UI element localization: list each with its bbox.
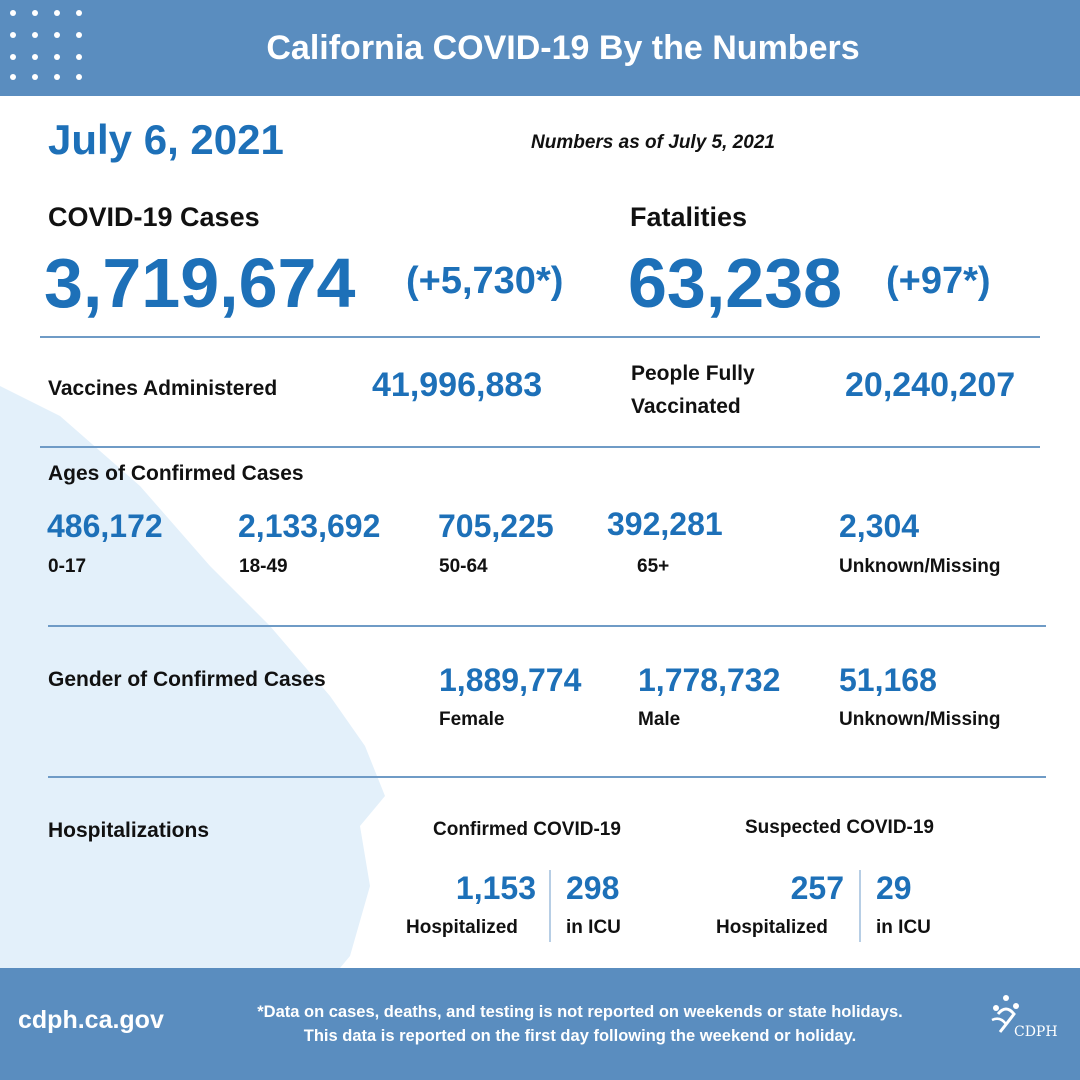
suspected-hospitalized-value: 257 <box>790 870 844 906</box>
logo-text: CDPH <box>1014 1024 1058 1040</box>
suspected-title: Suspected COVID-19 <box>745 817 934 838</box>
footer: cdph.ca.gov *Data on cases, deaths, and … <box>0 968 1080 1080</box>
divider <box>549 870 551 942</box>
website-link[interactable]: cdph.ca.gov <box>18 1006 164 1034</box>
age-65-plus-value: 392,281 <box>607 506 723 542</box>
gender-male-value: 1,778,732 <box>638 662 781 698</box>
ages-title: Ages of Confirmed Cases <box>48 462 304 485</box>
age-50-64-label: 50-64 <box>439 556 488 577</box>
cases-value: 3,719,674 <box>44 244 356 322</box>
confirmed-icu-value: 298 <box>566 870 620 906</box>
confirmed-icu-label: in ICU <box>566 917 621 938</box>
header-banner: California COVID-19 By the Numbers <box>0 0 1080 96</box>
age-50-64-value: 705,225 <box>438 508 554 544</box>
fully-vaccinated-value: 20,240,207 <box>845 366 1016 404</box>
gender-unknown-label: Unknown/Missing <box>839 709 1001 730</box>
age-18-49-value: 2,133,692 <box>238 508 381 544</box>
footnote-line2: This data is reported on the first day f… <box>303 1027 857 1045</box>
as-of-date: Numbers as of July 5, 2021 <box>531 132 775 153</box>
age-0-17-value: 486,172 <box>47 508 163 544</box>
california-map-icon <box>0 386 385 968</box>
confirmed-hospitalized-label: Hospitalized <box>406 917 518 938</box>
fully-vaccinated-label-line2: Vaccinated <box>631 395 741 418</box>
suspected-icu-label: in ICU <box>876 917 931 938</box>
divider <box>859 870 861 942</box>
hospitalizations-title: Hospitalizations <box>48 819 210 842</box>
age-unknown-label: Unknown/Missing <box>839 556 1001 577</box>
divider <box>48 776 1046 778</box>
gender-title: Gender of Confirmed Cases <box>48 668 326 691</box>
report-date: July 6, 2021 <box>48 116 284 163</box>
dots-decoration-icon <box>10 10 90 86</box>
divider <box>40 446 1040 448</box>
footnote-line1: *Data on cases, deaths, and testing is n… <box>257 1003 903 1021</box>
fully-vaccinated-label-line1: People Fully <box>631 362 755 385</box>
age-65-plus-label: 65+ <box>637 556 670 577</box>
vaccines-value: 41,996,883 <box>372 366 543 404</box>
age-unknown-value: 2,304 <box>839 508 920 544</box>
vaccines-label: Vaccines Administered <box>48 377 278 400</box>
divider <box>48 625 1046 627</box>
gender-male-label: Male <box>638 709 681 730</box>
cdph-logo-icon: CDPH <box>986 986 1066 1046</box>
confirmed-title: Confirmed COVID-19 <box>433 819 621 840</box>
page-title: California COVID-19 By the Numbers <box>266 29 860 67</box>
cases-change: (+5,730*) <box>406 260 564 302</box>
gender-female-value: 1,889,774 <box>439 662 582 698</box>
gender-unknown-value: 51,168 <box>839 662 937 698</box>
suspected-icu-value: 29 <box>876 870 912 906</box>
fatalities-value: 63,238 <box>628 244 843 322</box>
gender-female-label: Female <box>439 709 505 730</box>
suspected-hospitalized-label: Hospitalized <box>716 917 828 938</box>
age-0-17-label: 0-17 <box>48 556 87 577</box>
footnote: *Data on cases, deaths, and testing is n… <box>210 1000 950 1048</box>
cases-label: COVID-19 Cases <box>48 202 260 232</box>
fatalities-change: (+97*) <box>886 260 991 302</box>
confirmed-hospitalized-value: 1,153 <box>455 870 536 906</box>
divider <box>40 336 1040 338</box>
age-18-49-label: 18-49 <box>239 556 288 577</box>
fatalities-label: Fatalities <box>630 202 748 232</box>
